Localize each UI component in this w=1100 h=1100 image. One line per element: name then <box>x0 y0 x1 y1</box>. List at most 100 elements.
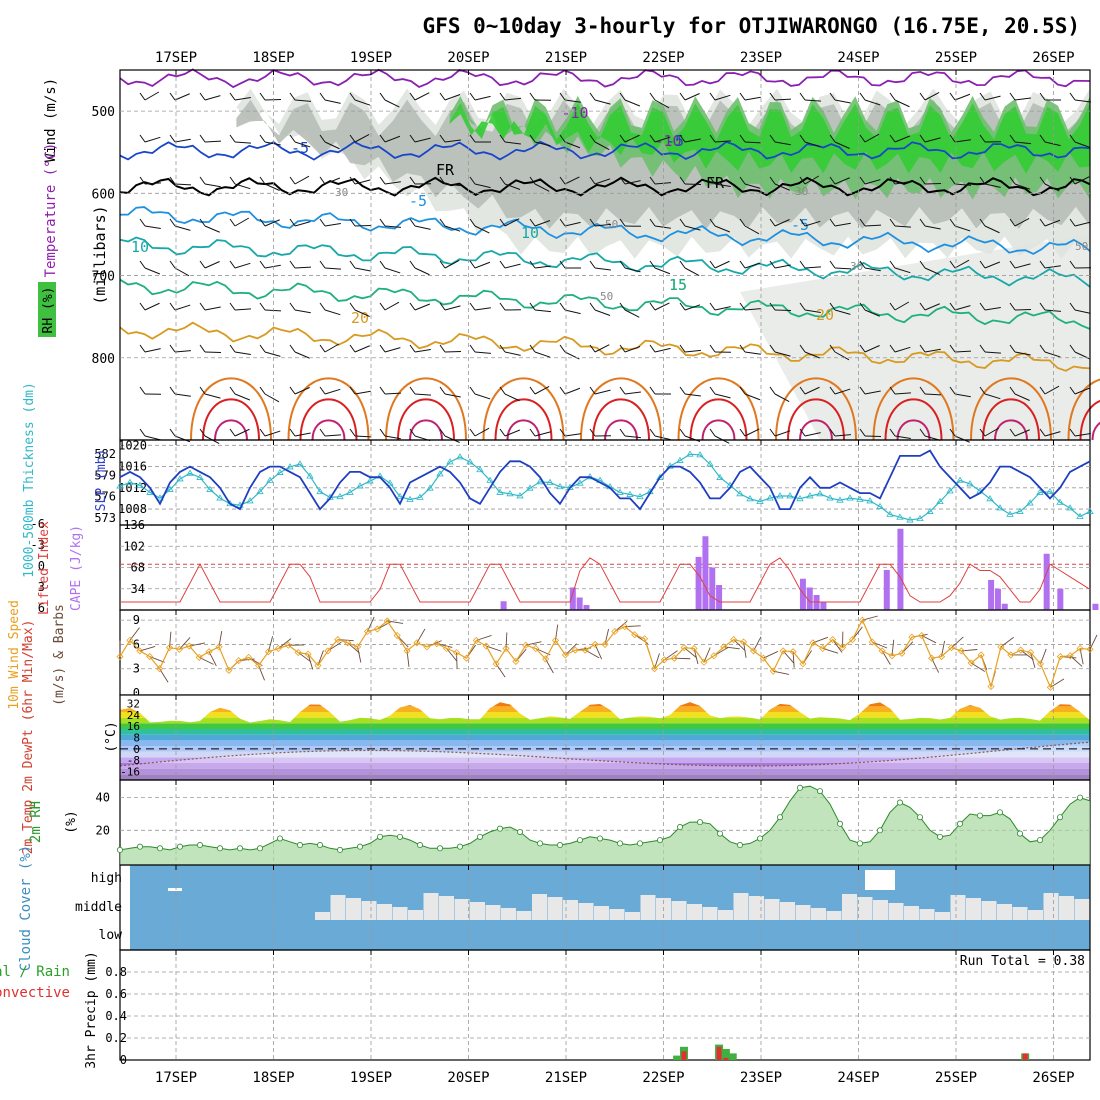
wind-barb-flag <box>889 428 896 437</box>
wind-barb <box>1044 431 1061 437</box>
wind-speed-point <box>324 647 332 655</box>
temp-tick-label: -8 <box>127 754 140 767</box>
wind-barb <box>782 650 794 664</box>
wind-barb <box>1074 141 1091 148</box>
wind-barb-flag <box>1039 428 1046 437</box>
wind-barb-flag <box>229 218 236 227</box>
wind-barb <box>744 393 761 401</box>
wind-barb-flag <box>1039 260 1046 269</box>
wind-barb <box>774 98 792 101</box>
surface-heat-contour <box>689 398 748 441</box>
wind-speed-point <box>452 648 461 657</box>
wind-speed-point <box>482 642 490 650</box>
wind-barb <box>534 386 550 395</box>
profile-wind-label: Wind (m/s) <box>43 78 59 162</box>
temp-tick-label: 0 <box>133 743 140 756</box>
wind-barb <box>894 181 911 185</box>
wind-barb <box>684 267 700 276</box>
wind-barb-flag <box>199 260 206 269</box>
wind-speed-point <box>947 644 955 652</box>
rh-point <box>416 842 423 849</box>
wind-barb-flag <box>319 176 326 185</box>
wind-barb <box>834 222 851 227</box>
wind-barb-flag <box>1069 218 1076 227</box>
wind-barb <box>174 225 191 231</box>
wind-barb-flag <box>769 176 776 185</box>
wind-speed-point <box>680 644 688 652</box>
wind-barb-flag <box>259 428 266 437</box>
wind-barb-flag <box>319 428 326 437</box>
wind-barb <box>1074 433 1091 437</box>
wind-barb <box>564 387 581 395</box>
wind-barb-flag <box>739 260 746 269</box>
wind-barb-flag <box>589 386 596 395</box>
wind-barb-flag <box>979 386 986 395</box>
wind-barb <box>534 265 551 269</box>
wind-barb <box>804 141 821 148</box>
wind-barb <box>624 134 640 143</box>
wind-speed-point <box>581 646 589 654</box>
wind-speed-point <box>195 653 203 661</box>
wind-barb <box>384 392 402 395</box>
slp-tick-label: 1008 <box>118 502 147 516</box>
wind-barb-flag <box>769 260 776 269</box>
rh-area <box>120 786 1090 865</box>
chart-title: GFS 0~10day 3-hourly for OTJIWARONGO (16… <box>423 14 1080 38</box>
cloud-clear-block <box>826 911 842 920</box>
contour-label: FR <box>706 174 725 192</box>
rh-contour-label: 30 <box>335 186 348 199</box>
wind-barb <box>347 642 361 654</box>
precip-tick-label: 0 <box>120 1053 127 1067</box>
wind-barb-flag <box>529 260 536 269</box>
wind-barb <box>174 393 191 397</box>
wind-barb-flag <box>229 344 236 353</box>
wind-speed-point <box>334 636 342 644</box>
wind-speed-point <box>809 639 817 647</box>
cape-bar <box>695 556 702 610</box>
thickness-point <box>766 494 774 501</box>
contour-label: FR <box>436 161 455 179</box>
thickness-point <box>576 479 584 486</box>
cloud-clear-block <box>873 900 888 920</box>
wind-barb <box>234 393 251 401</box>
wind-speed-point <box>848 636 857 644</box>
wind-barb-flag <box>409 134 416 143</box>
wind-barb <box>714 225 731 233</box>
thickness-point <box>516 492 524 499</box>
wind-barb-flag <box>739 134 746 143</box>
rh-point <box>617 840 624 847</box>
thickness-point <box>186 469 194 476</box>
wind-barb <box>744 96 761 101</box>
wind-barb-flag <box>379 134 386 143</box>
wind-barb-flag <box>349 92 356 101</box>
wind-barb-flag <box>829 302 836 311</box>
wind-barb-flag <box>469 386 476 395</box>
wind-barb <box>951 636 964 649</box>
wind-barb-flag <box>529 134 536 143</box>
rh-point <box>336 846 343 853</box>
wind-barb-flag <box>889 260 896 269</box>
wind-barb-flag <box>349 428 356 437</box>
surface-heat-contour <box>397 398 455 441</box>
cloud-clear-block <box>718 910 733 920</box>
wind-barb <box>594 344 610 353</box>
thickness-label: 1000-500mb Thickness (dm) <box>22 382 37 578</box>
wind-speed-point <box>363 627 372 636</box>
pressure-tick-label: 500 <box>92 105 115 120</box>
wind-barb <box>1014 393 1030 401</box>
rh-point <box>757 835 764 842</box>
temp-tick-label: -16 <box>120 766 140 779</box>
wind-barb-flag <box>799 386 806 395</box>
cloud-clear-block <box>346 898 361 920</box>
li-tick-label: -6 <box>31 517 45 531</box>
wind-barb-flag <box>529 92 536 101</box>
wind-speed-point <box>829 636 837 644</box>
cloud-clear-block <box>1012 907 1028 920</box>
surface-heat-contour <box>506 419 541 441</box>
wind-barb <box>234 351 251 355</box>
temp-tick-label: 24 <box>127 709 141 722</box>
cloud-cover-panel: high middle low Cloud Cover (%) <box>18 845 1091 971</box>
wind-barb-flag <box>949 386 956 395</box>
wind-speed-point <box>908 633 916 641</box>
